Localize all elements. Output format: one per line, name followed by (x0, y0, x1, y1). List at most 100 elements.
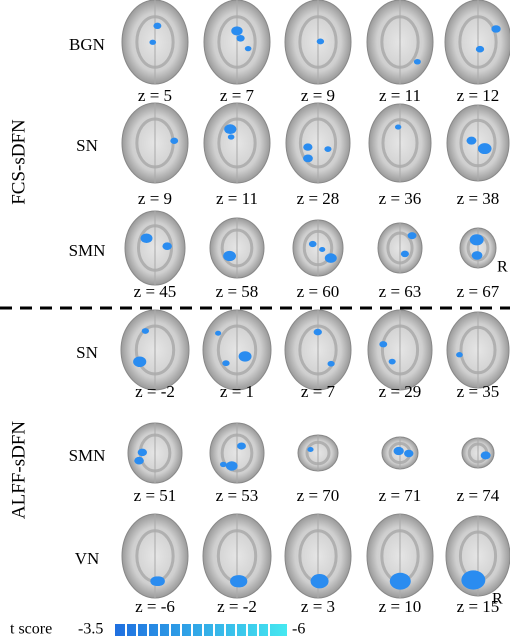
brain-slice (284, 309, 352, 391)
activation (413, 58, 421, 65)
brain-slice (292, 219, 344, 277)
slice-label: z = 9 (301, 86, 335, 105)
activation (407, 232, 417, 240)
brain-slice (209, 422, 265, 484)
activation (150, 576, 163, 586)
activation (215, 330, 222, 336)
brain-slice (367, 309, 433, 391)
slice-label: z = 11 (379, 86, 421, 105)
activation (170, 137, 179, 144)
slice-label: z = 3 (301, 597, 335, 616)
brain-slice (377, 222, 423, 274)
brain-slice (121, 102, 189, 184)
slice-label: z = 58 (216, 282, 259, 301)
slice-label: z = 36 (379, 189, 422, 208)
brain-slice (461, 437, 495, 469)
activation (219, 461, 227, 468)
activation (141, 328, 150, 334)
brain-slice (120, 309, 190, 391)
slice-label: z = 7 (301, 382, 336, 401)
slice-label: z = 28 (297, 189, 340, 208)
activation (140, 233, 153, 244)
legend-max: -6 (292, 621, 305, 638)
slice-label: z = 63 (379, 282, 422, 301)
activation (308, 240, 317, 248)
activation (471, 251, 483, 260)
activation (223, 250, 236, 262)
activation (134, 456, 144, 465)
slice-label: z = 10 (379, 597, 422, 616)
slice-label: z = 38 (457, 189, 500, 208)
brain-slice (121, 513, 189, 599)
activation (389, 572, 411, 590)
slice-label: z = 12 (457, 86, 500, 105)
slice-label: z = 5 (138, 86, 172, 105)
activation (324, 146, 332, 152)
slice-label: z = 60 (297, 282, 340, 301)
slice-label: z = 11 (216, 189, 258, 208)
activation (491, 25, 501, 33)
activation (231, 575, 247, 588)
activation (227, 134, 235, 140)
slice-label: z = 74 (457, 486, 500, 505)
network-label: SN (76, 343, 98, 362)
group-label: ALFF-sDFN (8, 421, 29, 519)
activation (310, 574, 329, 589)
activation (480, 451, 491, 460)
brain-slice (445, 515, 510, 597)
slice-label: z = 71 (379, 486, 422, 505)
group-label: FCS-sDFN (8, 119, 29, 205)
activation (244, 45, 252, 52)
slice-label: z = 29 (379, 382, 422, 401)
activation (324, 253, 337, 263)
activation (388, 358, 396, 365)
activation (327, 360, 335, 367)
activation (303, 154, 313, 163)
network-label: SMN (69, 446, 106, 465)
brain-slice (285, 102, 351, 184)
activation (400, 250, 409, 258)
network-label: VN (75, 549, 100, 568)
activation (149, 39, 157, 45)
slice-label: z = 7 (220, 86, 255, 105)
slice-label: z = 1 (220, 382, 254, 401)
orientation-label: R (497, 259, 508, 276)
brain-slice (284, 513, 352, 599)
brain-slice (209, 217, 265, 279)
slice-label: z = -2 (217, 597, 257, 616)
activation (461, 570, 486, 590)
slice-label: z = 45 (134, 282, 177, 301)
brain-slice (284, 0, 352, 85)
brain-slice (203, 0, 271, 85)
brain-slice (446, 104, 510, 182)
brain-slice (127, 422, 183, 484)
slice-label: z = -6 (135, 597, 175, 616)
legend-min: -3.5 (78, 621, 103, 638)
colorbar (115, 624, 287, 636)
activation (303, 143, 313, 151)
brain-slice (203, 102, 271, 184)
brain-slice (202, 513, 272, 599)
orientation-label: R (492, 591, 503, 608)
brain-slice (444, 0, 510, 85)
activation (456, 352, 463, 358)
legend-title: t score (10, 621, 52, 638)
activation (393, 446, 404, 456)
slice-label: z = 53 (216, 486, 259, 505)
activation (237, 442, 246, 450)
brain-slice (366, 0, 434, 85)
slice-label: z = 67 (457, 282, 500, 301)
activation (238, 351, 252, 362)
slice-label: z = 9 (138, 189, 172, 208)
activation (379, 341, 388, 348)
network-label: SN (76, 136, 98, 155)
brain-slice (124, 210, 186, 286)
slice-label: z = 70 (297, 486, 340, 505)
slice-label: z = 51 (134, 486, 177, 505)
brain-slice (202, 309, 272, 391)
slice-label: z = 35 (457, 382, 500, 401)
network-label: BGN (69, 35, 105, 54)
activation (313, 328, 322, 336)
activation (224, 124, 237, 135)
